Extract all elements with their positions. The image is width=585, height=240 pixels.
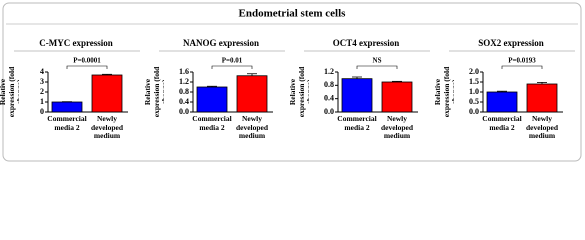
x-tick-label-box: Newly developed medium [525,115,559,140]
annotation: NS [373,57,382,65]
chart-title: OCT4 expression [333,38,400,48]
x-tick-label: Newly developed medium [235,115,269,140]
bar [236,75,268,113]
y-tick-label: 0.0 [469,107,479,116]
y-tick-label: 1 [40,97,44,106]
y-tick-label: 4 [40,67,44,76]
bracket [211,65,253,69]
x-tick-label-box: Newly developed medium [90,115,124,140]
y-tick-label: 1.5 [469,77,479,86]
y-tick-label: 0.0 [179,107,189,116]
bar [526,83,558,113]
y-tick-label: 0.0 [324,107,334,116]
figure-title: Endometrial stem cells [239,8,347,20]
x-tick-label-box: Newly developed medium [235,115,269,140]
x-tick-label: Commercial media 2 [482,115,522,132]
x-tick-label: Commercial media 2 [337,115,377,132]
x-tick-label-box: Commercial media 2 [192,115,232,132]
y-tick-label: 1.0 [469,87,479,96]
frame [2,2,582,162]
x-tick-label-box: Commercial media 2 [482,115,522,132]
bar [486,91,518,113]
bracket [501,65,543,69]
y-tick-label: 3 [40,77,44,86]
y-axis-label-box: Relative expression (fold change) [434,66,454,118]
annotation: P=0.01 [222,57,243,65]
x-tick-label: Newly developed medium [525,115,559,140]
bar [91,74,123,113]
y-axis-label: Relative expression (fold change) [434,66,454,118]
y-tick-label: 1.2 [179,77,189,86]
x-tick-label-box: Commercial media 2 [337,115,377,132]
y-axis-label: Relative expression (fold change) [0,66,19,118]
bracket [66,65,108,69]
y-tick-label: 0.5 [469,97,479,106]
y-axis-label-box: Relative expression (fold change) [144,66,164,118]
y-tick-label: 2 [40,87,44,96]
x-tick-label-box: Commercial media 2 [47,115,87,132]
y-tick-label: 1.6 [179,67,189,76]
bar [341,78,373,113]
chart-title: SOX2 expression [478,38,544,48]
y-axis-label: Relative expression (fold change) [144,66,164,118]
y-tick-label: 0 [40,107,44,116]
figure: Endometrial stem cells C-MYC expression R… [0,2,582,162]
x-tick-label-box: Newly developed medium [380,115,414,140]
y-axis-label: Relative expression (fold change) [289,66,309,118]
chart-title: NANOG expression [183,38,259,48]
y-tick-label: 0.8 [179,87,189,96]
y-tick-label: 0.8 [324,80,334,89]
bracket [356,65,398,69]
bar [381,81,413,113]
x-tick-label: Newly developed medium [90,115,124,140]
y-tick-label: 0.4 [179,97,189,106]
y-axis-label-box: Relative expression (fold change) [289,66,309,118]
bar [51,101,83,113]
y-axis-label-box: Relative expression (fold change) [0,66,19,118]
x-tick-label: Newly developed medium [380,115,414,140]
annotation: P=0.0193 [508,57,536,65]
y-tick-label: 2.0 [469,67,479,76]
y-tick-label: 0.4 [324,93,334,102]
bar [196,86,228,113]
annotation: P=0.0001 [73,57,101,65]
x-tick-label: Commercial media 2 [47,115,87,132]
y-tick-label: 1.2 [324,67,334,76]
x-tick-label: Commercial media 2 [192,115,232,132]
chart-title: C-MYC expression [39,38,113,48]
